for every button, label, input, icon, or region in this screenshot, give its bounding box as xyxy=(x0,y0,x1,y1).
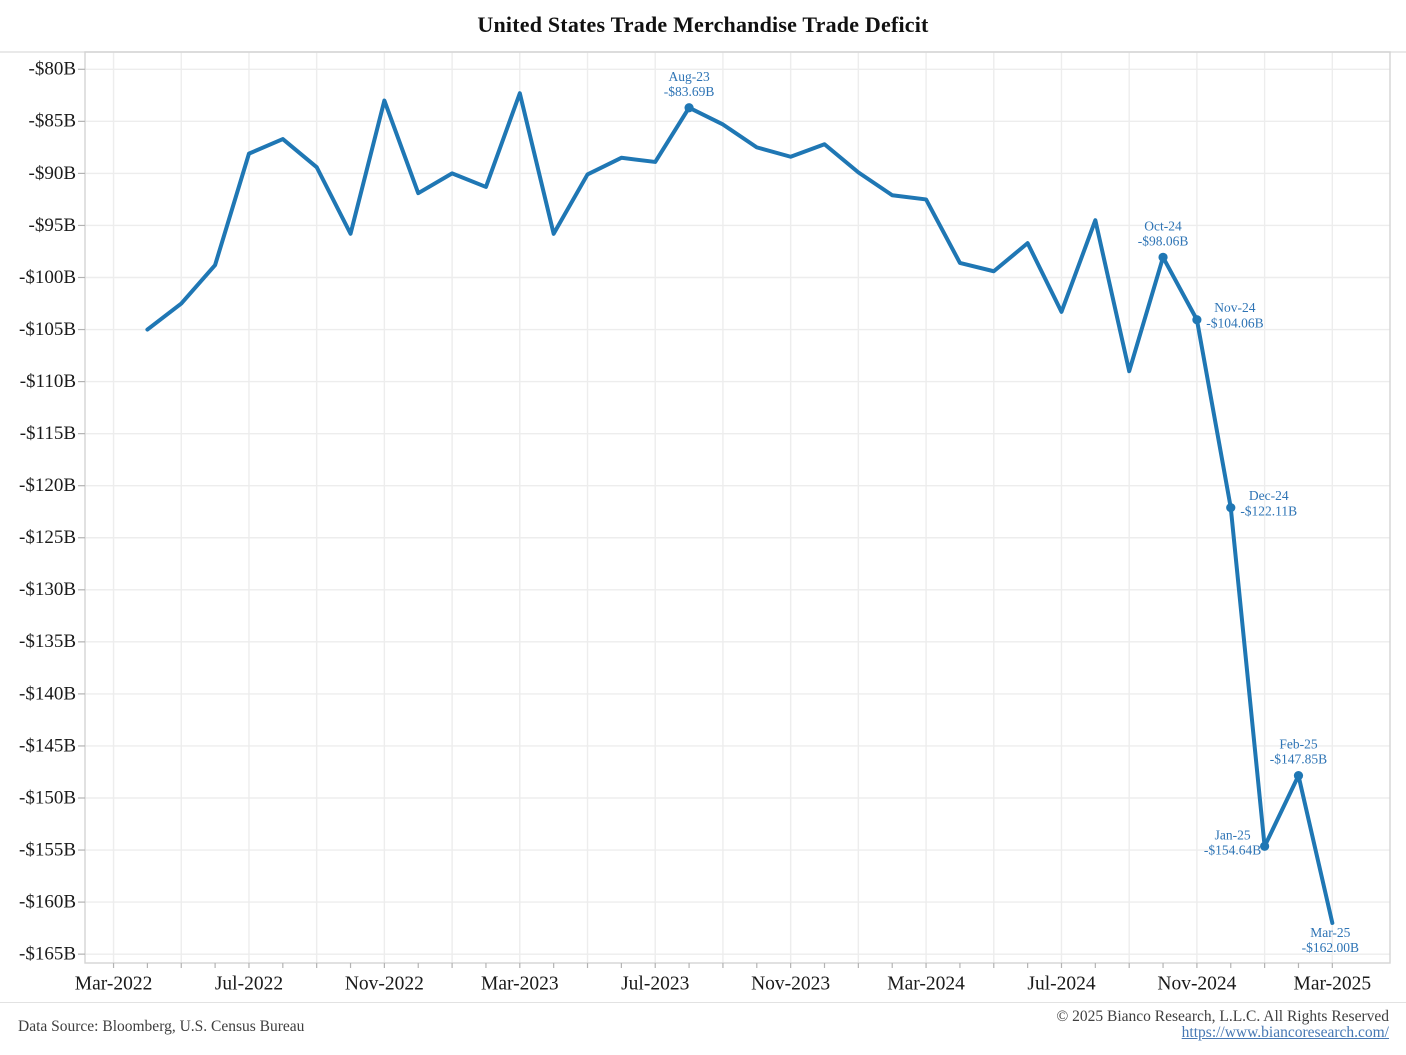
y-axis-label: -$115B xyxy=(20,423,76,444)
x-axis-label: Mar-2023 xyxy=(481,973,559,994)
y-axis-label: -$95B xyxy=(29,215,77,236)
data-source-note: Data Source: Bloomberg, U.S. Census Bure… xyxy=(18,1018,305,1035)
x-axis-label: Jul-2023 xyxy=(621,973,689,994)
annotation-value: -$104.06B xyxy=(1206,315,1263,330)
y-axis-label: -$80B xyxy=(29,59,77,80)
annotation-month: Nov-24 xyxy=(1214,300,1255,315)
annotation-value: -$147.85B xyxy=(1270,752,1327,767)
data-point-marker xyxy=(1260,841,1270,851)
x-axis-label: Nov-2023 xyxy=(751,973,830,994)
y-axis-label: -$145B xyxy=(19,735,76,756)
data-point-marker xyxy=(1226,503,1236,513)
plot-border xyxy=(84,51,1391,964)
x-axis-label: Jul-2022 xyxy=(215,973,283,994)
annotation-month: Oct-24 xyxy=(1144,218,1182,233)
y-axis-label: -$85B xyxy=(29,111,77,132)
annotation-month: Jan-25 xyxy=(1215,827,1251,842)
annotation-month: Dec-24 xyxy=(1249,488,1289,503)
y-axis-label: -$100B xyxy=(19,267,76,288)
y-axis-label: -$125B xyxy=(19,527,76,548)
data-point-marker xyxy=(1158,252,1168,262)
annotation-value: -$122.11B xyxy=(1240,503,1297,518)
annotation-value: -$83.69B xyxy=(664,84,715,99)
annotation-value: -$154.64B xyxy=(1204,842,1261,857)
footer: Data Source: Bloomberg, U.S. Census Bure… xyxy=(0,1002,1406,1055)
y-axis-label: -$155B xyxy=(19,839,76,860)
y-axis-label: -$105B xyxy=(19,319,76,340)
annotation-month: Feb-25 xyxy=(1279,737,1317,752)
y-axis-label: -$165B xyxy=(19,944,76,965)
copyright-block: © 2025 Bianco Research, L.L.C. All Right… xyxy=(1057,1009,1390,1040)
y-axis-label: -$90B xyxy=(29,163,77,184)
y-axis-label: -$140B xyxy=(19,683,76,704)
y-axis-label: -$120B xyxy=(19,475,76,496)
data-point-marker xyxy=(1293,771,1304,781)
trade-deficit-line-chart: -$80B -$85B -$90B -$95B -$100B -$105B -$110B -$… xyxy=(0,51,1406,994)
y-axis-label: -$135B xyxy=(19,631,76,652)
x-axis-label: Nov-2022 xyxy=(345,973,424,994)
annotation-month: Mar-25 xyxy=(1310,925,1350,940)
y-axis-label: -$110B xyxy=(20,371,76,392)
x-axis-label: Mar-2025 xyxy=(1294,973,1372,994)
data-point-marker xyxy=(1192,315,1202,325)
y-axis-label: -$130B xyxy=(19,579,76,600)
annotation-value: -$162.00B xyxy=(1302,940,1359,955)
chart-title: United States Trade Merchandise Trade De… xyxy=(477,12,929,37)
x-axis-label: Jul-2024 xyxy=(1027,973,1096,994)
x-axis-label: Nov-2024 xyxy=(1157,973,1236,994)
annotation-month: Aug-23 xyxy=(668,69,709,84)
y-axis-label: -$150B xyxy=(19,787,76,808)
data-point-marker xyxy=(684,103,694,113)
copyright-text: © 2025 Bianco Research, L.L.C. All Right… xyxy=(1056,1008,1390,1025)
x-axis-label: Mar-2022 xyxy=(75,973,153,994)
annotation-value: -$98.06B xyxy=(1138,233,1189,248)
website-link[interactable]: https://www.biancoresearch.com/ xyxy=(1181,1023,1389,1041)
x-axis-label: Mar-2024 xyxy=(887,973,965,994)
y-axis-label: -$160B xyxy=(19,891,76,912)
data-line xyxy=(145,91,1335,925)
